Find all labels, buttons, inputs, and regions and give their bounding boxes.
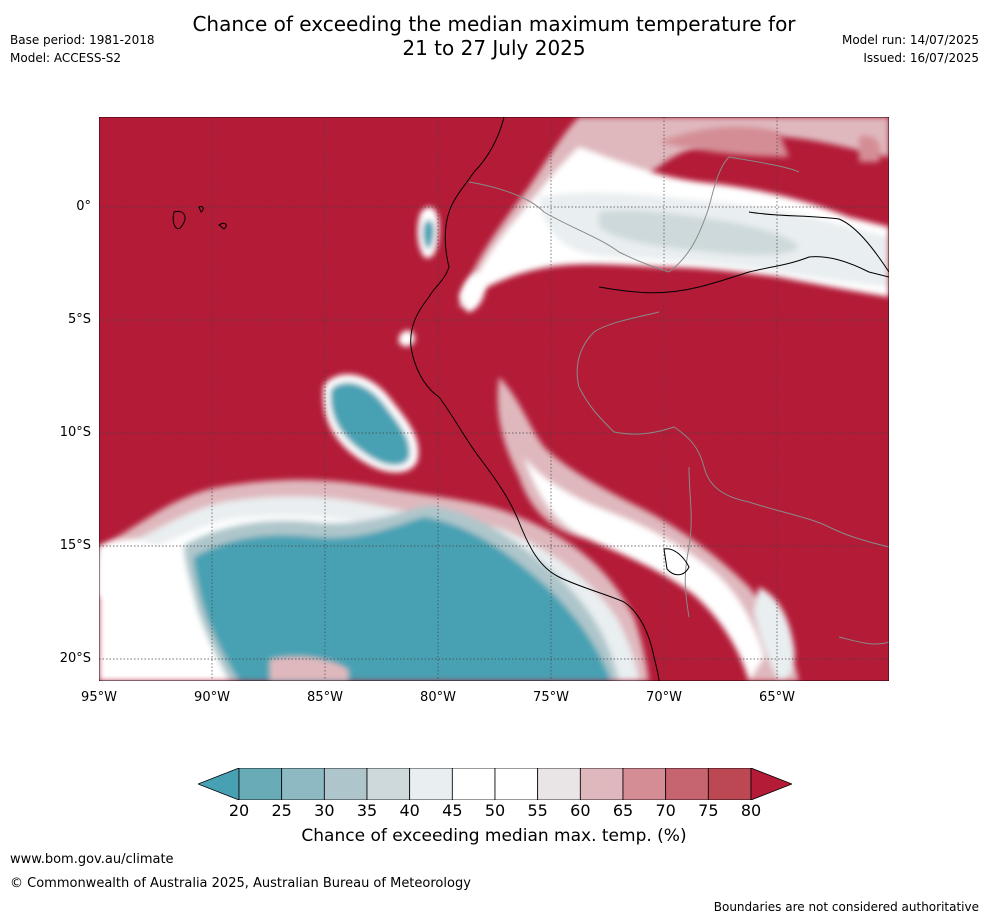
southern-pacific-region: [99, 479, 649, 681]
offshore-blob: [323, 374, 419, 473]
meta-right: Model run: 14/07/2025 Issued: 16/07/2025: [842, 31, 979, 67]
colorbar-tick-label: 50: [484, 801, 506, 820]
issued-date: Issued: 16/07/2025: [863, 51, 979, 65]
colorbar: [198, 768, 792, 800]
colorbar-bin: [707, 768, 752, 800]
coastlines: [172, 117, 889, 681]
colorbar-bin: [366, 768, 411, 800]
lat-label-10s: 10°S: [59, 425, 91, 440]
map-title: Chance of exceeding the median maximum t…: [0, 12, 988, 60]
title-line-1: Chance of exceeding the median maximum t…: [192, 12, 796, 36]
north-pink-2: [859, 135, 881, 162]
colorbar-tick-label: 60: [570, 801, 591, 820]
north-pink-1: [659, 126, 789, 157]
colorbar-tick-label: 70: [655, 801, 676, 820]
lon-label-65w: 65°W: [759, 690, 795, 705]
colorbar-tick-label: 25: [271, 801, 292, 820]
colorbar-tick-label: 80: [740, 801, 762, 820]
lon-label-70w: 70°W: [646, 690, 682, 705]
western-white-patch: [99, 539, 161, 597]
southern-red-tongue: [269, 655, 349, 681]
probability-map: [99, 117, 889, 681]
colorbar-bin: [494, 768, 539, 800]
lon-label-80w: 80°W: [420, 690, 456, 705]
colorbar-bin: [238, 768, 283, 800]
lat-label-0: 0°: [76, 199, 91, 214]
colorbar-bin: [622, 768, 667, 800]
lake-titicaca: [663, 548, 690, 576]
graticule: [99, 117, 889, 681]
colorbar-tick-label: 45: [442, 801, 463, 820]
lon-label-85w: 85°W: [307, 690, 343, 705]
disclaimer-text: Boundaries are not considered authoritat…: [713, 900, 979, 914]
colorbar-label: Chance of exceeding median max. temp. (%…: [301, 826, 687, 846]
country-borders: [468, 156, 889, 645]
colorbar-tick-label: 40: [399, 801, 420, 820]
colorbar-bin: [281, 768, 325, 800]
title-line-2: 21 to 27 July 2025: [402, 36, 586, 60]
lat-label-20s: 20°S: [59, 651, 91, 666]
lat-label-15s: 15°S: [59, 538, 91, 553]
colorbar-extend-low: [198, 768, 240, 800]
colorbar-bin: [409, 768, 453, 800]
colorbar-tick-label: 20: [228, 801, 250, 820]
colorbar-bin: [537, 768, 581, 800]
base-period: Base period: 1981-2018: [10, 33, 155, 47]
colorbar-tick-label: 65: [612, 801, 634, 820]
model-name: Model: ACCESS-S2: [10, 51, 122, 65]
copyright-text: © Commonwealth of Australia 2025, Austra…: [10, 876, 471, 891]
meta-left: Base period: 1981-2018 Model: ACCESS-S2: [10, 31, 155, 67]
lon-label-95w: 95°W: [81, 690, 117, 705]
colorbar-tick-label: 75: [698, 801, 719, 820]
website-text: www.bom.gov.au/climate: [10, 852, 174, 867]
central-andes-band: [497, 377, 799, 681]
colorbar-bin: [665, 768, 709, 800]
colorbar-tick-label: 35: [356, 801, 378, 820]
colorbar-bin: [579, 768, 624, 800]
lat-label-5s: 5°S: [67, 312, 91, 327]
coastal-blob: [417, 207, 439, 258]
colorbar-tick-label: 55: [527, 801, 548, 820]
lon-label-75w: 75°W: [533, 690, 569, 705]
colorbar-tick-label: 30: [314, 801, 335, 820]
colorbar-bin: [451, 768, 496, 800]
lon-label-90w: 90°W: [194, 690, 230, 705]
colorbar-extend-high: [750, 768, 792, 800]
model-run: Model run: 14/07/2025: [841, 33, 979, 47]
colorbar-bin: [323, 768, 368, 800]
